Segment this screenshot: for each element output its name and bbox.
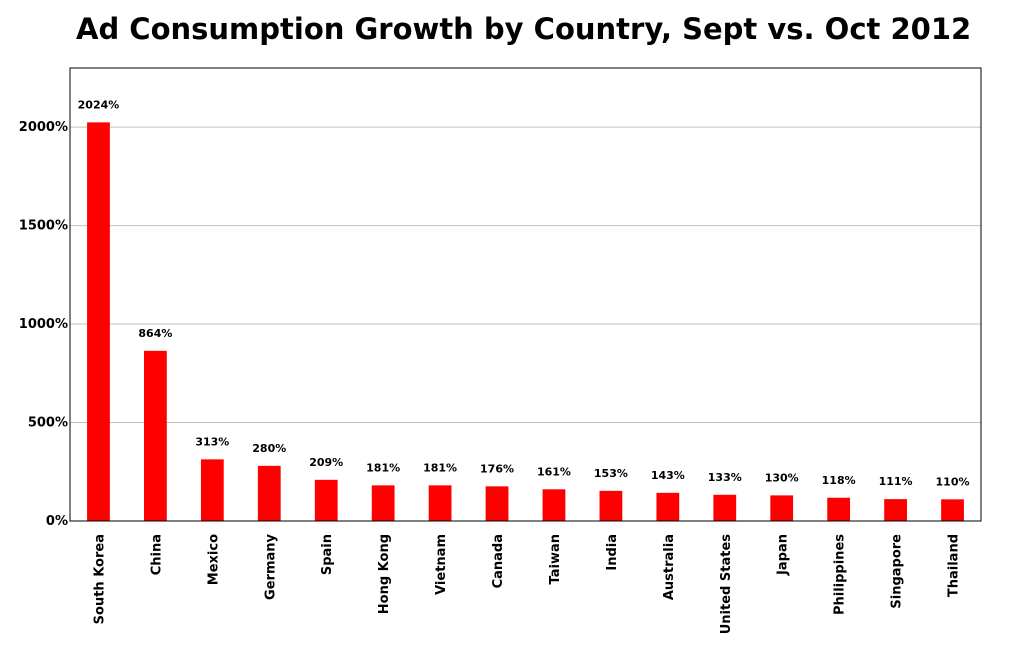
data-label: 130%	[765, 471, 799, 484]
category-label: Thailand	[947, 534, 962, 597]
bar	[428, 485, 452, 521]
data-label: 110%	[936, 475, 970, 488]
bar	[144, 350, 167, 521]
bar	[87, 122, 110, 522]
data-label: 143%	[651, 469, 685, 482]
data-labels: 2024% 864% 313% 280% 209% 181% 181% 176% 161% 153…	[78, 98, 970, 488]
category-label: United States	[719, 534, 734, 635]
category-label: Spain	[320, 534, 335, 575]
bar	[599, 490, 623, 521]
x-axis-category-labels: South Korea China Mexico Germany Spain Hong K…	[92, 533, 961, 634]
bar	[827, 497, 851, 521]
data-label: 280%	[252, 442, 286, 455]
category-label: Philippines	[833, 534, 848, 615]
data-label: 2024%	[78, 98, 120, 111]
category-label: Mexico	[206, 534, 221, 585]
bar	[542, 489, 566, 521]
bar	[314, 479, 338, 521]
category-label: China	[149, 534, 164, 575]
y-tick-label: 0%	[46, 514, 68, 529]
bar	[941, 499, 964, 521]
data-label: 181%	[423, 461, 457, 474]
category-label: India	[605, 534, 620, 571]
data-label: 864%	[138, 327, 172, 340]
bar	[713, 494, 737, 521]
plot-area-frame	[69, 67, 982, 522]
y-tick-label: 1500%	[19, 219, 68, 234]
bar	[884, 499, 907, 521]
gridlines	[70, 126, 981, 424]
category-label: Vietnam	[434, 534, 449, 595]
bar	[371, 485, 395, 521]
data-label: 313%	[195, 435, 229, 448]
category-label: South Korea	[92, 534, 107, 624]
category-label: Japan	[776, 534, 791, 576]
data-label: 133%	[708, 471, 742, 484]
y-tick-label: 500%	[28, 416, 68, 431]
data-label: 181%	[366, 461, 400, 474]
bar	[257, 465, 281, 521]
bars	[87, 122, 964, 522]
bar	[770, 495, 794, 521]
data-label: 111%	[879, 475, 913, 488]
bar	[656, 492, 680, 521]
bar	[200, 459, 224, 521]
y-tick-label: 1000%	[19, 317, 68, 332]
category-label: Taiwan	[548, 534, 563, 584]
y-tick-label: 2000%	[19, 120, 68, 135]
category-label: Singapore	[890, 534, 905, 609]
category-label: Hong Kong	[377, 534, 392, 614]
data-label: 209%	[309, 456, 343, 469]
chart-title: Ad Consumption Growth by Country, Sept v…	[76, 12, 972, 46]
category-label: Australia	[662, 534, 677, 600]
data-label: 161%	[537, 465, 571, 478]
y-axis-ticks: 0% 500% 1000% 1500% 2000%	[19, 120, 68, 529]
data-label: 176%	[480, 462, 514, 475]
category-label: Germany	[263, 533, 278, 599]
data-label: 153%	[594, 467, 628, 480]
category-label: Canada	[491, 534, 506, 588]
data-label: 118%	[822, 474, 856, 487]
bar	[485, 486, 509, 521]
